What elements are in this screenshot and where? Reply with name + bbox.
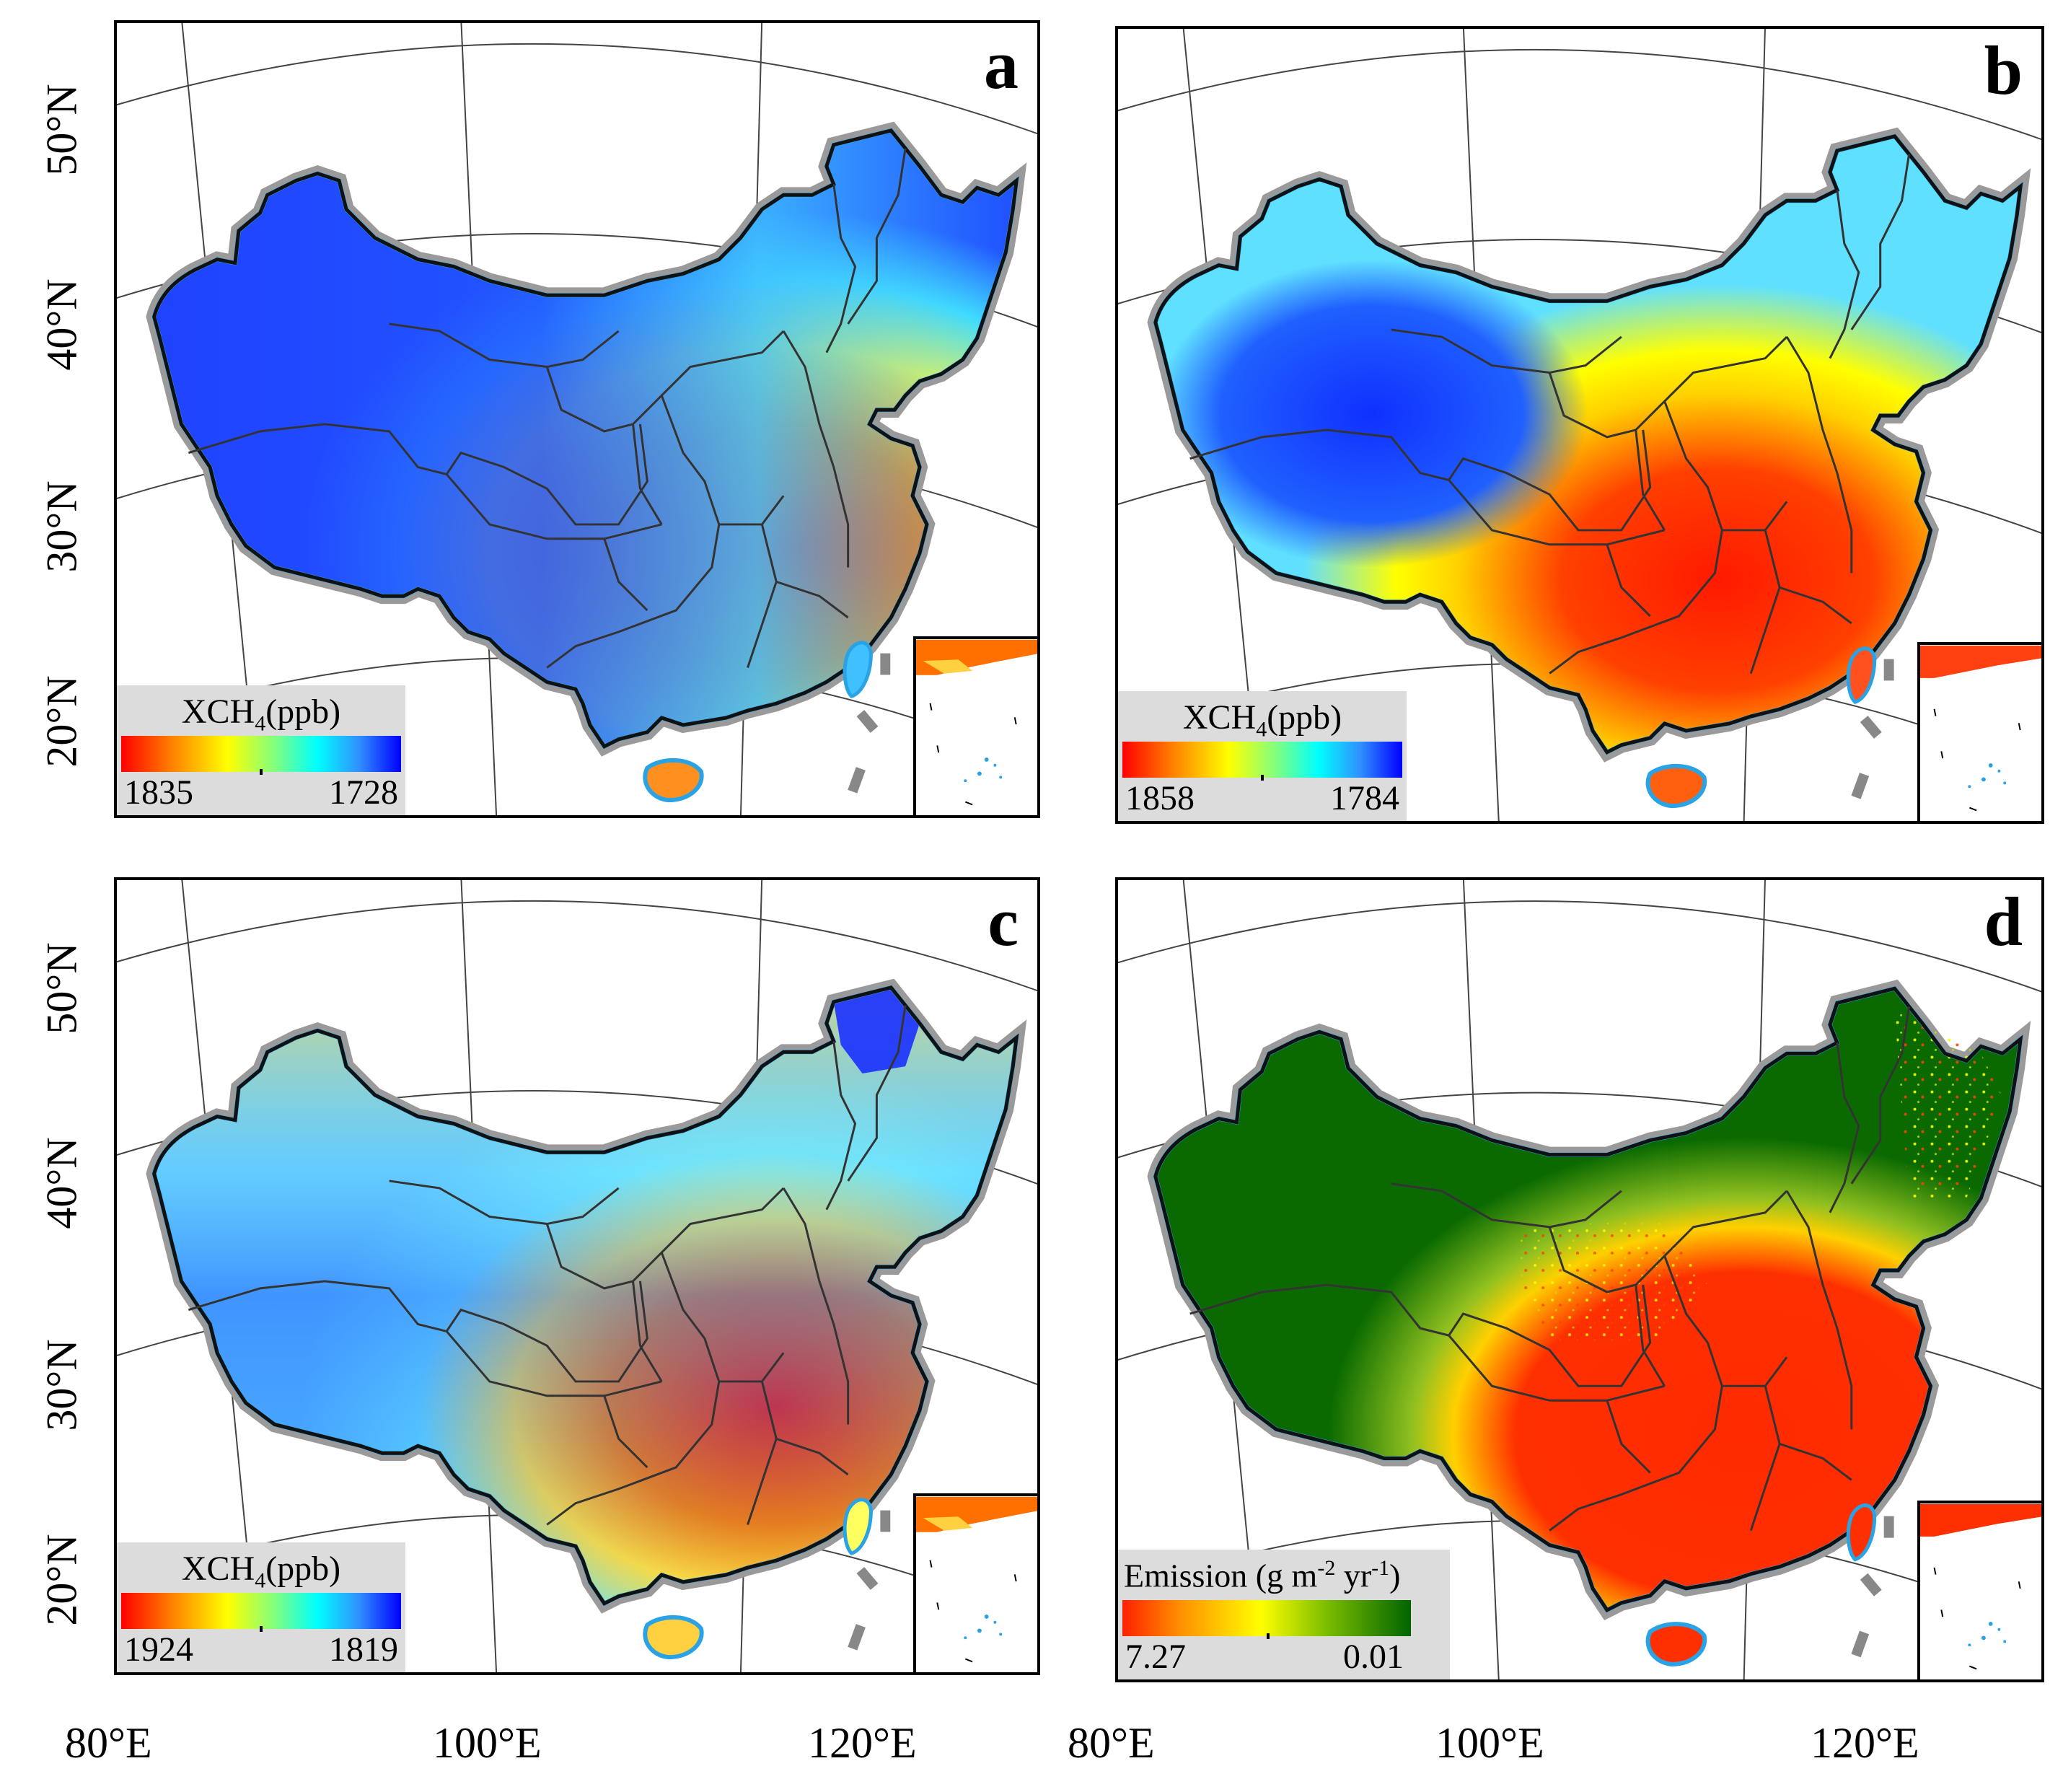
- legend-b: XCH4(ppb) 1858 1784: [1118, 691, 1407, 821]
- legend-max: 0.01: [1343, 1638, 1404, 1677]
- color-bar-tick: [1261, 775, 1264, 781]
- panel-c: c XCH4(ppb) 1924 1819: [114, 877, 1040, 1675]
- legend-min: 7.27: [1125, 1638, 1186, 1677]
- lon-label-100e-right: 100°E: [1435, 1719, 1544, 1767]
- color-bar-tick: [260, 769, 263, 775]
- color-bar-tick: [260, 1626, 263, 1632]
- lat-label-50n-top: 50°N: [38, 84, 86, 176]
- color-bar: [121, 736, 401, 772]
- panel-label: a: [984, 26, 1019, 103]
- lat-label-20n-bottom: 20°N: [38, 1534, 86, 1626]
- lat-label-40n-top: 40°N: [38, 278, 86, 371]
- legend-c: XCH4(ppb) 1924 1819: [117, 1542, 405, 1672]
- panel-label: c: [987, 883, 1019, 960]
- lon-label-80e-right: 80°E: [1068, 1719, 1155, 1767]
- panel-b: b XCH4(ppb) 1858 1784: [1115, 26, 2044, 824]
- panel-a: a XCH4(ppb) 1835 1728: [114, 20, 1040, 818]
- color-bar: [1122, 1600, 1411, 1636]
- lat-label-40n-bottom: 40°N: [38, 1137, 86, 1229]
- lat-label-30n-bottom: 30°N: [38, 1339, 86, 1431]
- legend-min: 1858: [1125, 779, 1195, 818]
- lon-label-120e-right: 120°E: [1811, 1719, 1919, 1767]
- south-china-sea-inset: [913, 1493, 1037, 1672]
- south-china-sea-inset: [1917, 642, 2041, 821]
- color-bar: [121, 1593, 401, 1629]
- lat-label-20n-top: 20°N: [38, 675, 86, 768]
- legend-d: Emission (g m-2 yr-1) 7.27 0.01: [1118, 1550, 1450, 1679]
- legend-title: Emission (g m-2 yr-1): [1124, 1556, 1401, 1594]
- lat-label-30n-top: 30°N: [38, 480, 86, 573]
- legend-min: 1835: [124, 773, 193, 812]
- lat-label-50n-bottom: 50°N: [38, 942, 86, 1035]
- legend-title: XCH4(ppb): [1182, 698, 1342, 742]
- island-marks: [848, 653, 891, 794]
- south-china-sea-inset: [1917, 1501, 2041, 1679]
- legend-min: 1924: [124, 1630, 193, 1669]
- legend-title: XCH4(ppb): [181, 693, 341, 736]
- panel-label: b: [1984, 32, 2023, 109]
- color-bar-tick: [1267, 1633, 1270, 1639]
- color-bar: [1122, 742, 1402, 778]
- lon-label-120e-left: 120°E: [808, 1719, 917, 1767]
- map-d: [1118, 880, 2041, 1679]
- south-china-sea-inset: [913, 636, 1037, 815]
- legend-title: XCH4(ppb): [181, 1550, 341, 1593]
- panel-d: d Emission (g m-2 yr-1) 7.27 0.01: [1115, 877, 2044, 1682]
- legend-a: XCH4(ppb) 1835 1728: [117, 685, 405, 815]
- legend-max: 1819: [329, 1630, 398, 1669]
- panel-label: d: [1984, 883, 2023, 960]
- legend-max: 1728: [329, 773, 398, 812]
- lon-label-80e-left: 80°E: [65, 1719, 152, 1767]
- lon-label-100e-left: 100°E: [433, 1719, 542, 1767]
- legend-max: 1784: [1330, 779, 1399, 818]
